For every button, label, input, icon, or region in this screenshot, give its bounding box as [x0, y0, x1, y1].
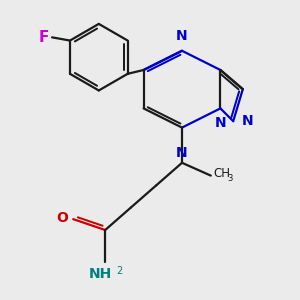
Text: N: N	[176, 146, 188, 160]
Text: NH: NH	[88, 267, 112, 281]
Text: O: O	[56, 211, 68, 225]
Text: F: F	[38, 30, 49, 45]
Text: CH: CH	[213, 167, 230, 180]
Text: N: N	[242, 114, 254, 128]
Text: 2: 2	[117, 266, 123, 276]
Text: N: N	[176, 29, 188, 43]
Text: N: N	[215, 116, 227, 130]
Text: 3: 3	[227, 174, 233, 183]
